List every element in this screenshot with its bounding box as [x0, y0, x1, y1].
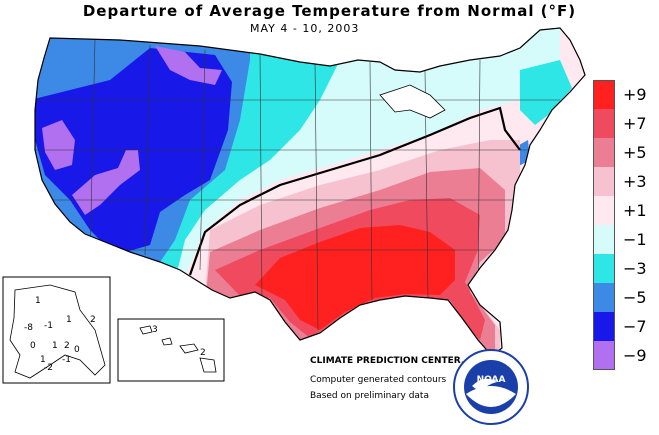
- hawaii-contour-label: 3: [152, 325, 158, 335]
- legend-label: −5: [623, 288, 647, 307]
- alaska-contour-label: 1: [66, 315, 72, 325]
- great-lakes: [379, 84, 446, 119]
- legend-swatch: [593, 138, 615, 167]
- legend-swatch: [593, 80, 615, 109]
- alaska-contour-labels: 1-8 -11 20 1 2 01-2-1: [24, 296, 96, 373]
- legend-swatch: [593, 254, 615, 283]
- alaska-contour-label: 1: [40, 355, 46, 365]
- noaa-logo: NOAA: [453, 349, 529, 425]
- alaska-contour-label: -2: [44, 363, 53, 373]
- legend-label: +3: [623, 172, 647, 191]
- legend-row: −3: [593, 254, 655, 283]
- alaska-contour-label: 0: [30, 341, 36, 351]
- legend-row: −9: [593, 341, 655, 370]
- legend-row: +5: [593, 138, 655, 167]
- legend-row: +1: [593, 196, 655, 225]
- legend-swatch: [593, 283, 615, 312]
- legend-row: −1: [593, 225, 655, 254]
- legend-swatch: [593, 196, 615, 225]
- legend-row: −7: [593, 312, 655, 341]
- legend-swatch: [593, 167, 615, 196]
- legend-swatch: [593, 225, 615, 254]
- cold-zone-minus-9-utah: [72, 150, 140, 215]
- legend-swatch: [593, 312, 615, 341]
- legend-row: +9: [593, 80, 655, 109]
- legend-row: −5: [593, 283, 655, 312]
- legend-label: −9: [623, 346, 647, 365]
- credit-line-1: Computer generated contours: [310, 375, 447, 385]
- legend-swatch: [593, 341, 615, 370]
- legend-label: −1: [623, 230, 647, 249]
- alaska-contour-label: -1: [62, 355, 71, 365]
- legend-label: +5: [623, 143, 647, 162]
- alaska-inset: [2, 276, 111, 384]
- alaska-contour-label: -1: [44, 321, 53, 331]
- credit-center: CLIMATE PREDICTION CENTER, NOAA: [310, 356, 497, 366]
- legend-label: −7: [623, 317, 647, 336]
- legend-label: +9: [623, 85, 647, 104]
- zero-contour: [188, 106, 521, 276]
- hawaii-inset: [117, 318, 225, 382]
- us-outline: [34, 27, 586, 357]
- warm-zone-plus-9: [255, 225, 455, 330]
- legend-label: −3: [623, 259, 647, 278]
- alaska-contour-label: 2: [64, 341, 70, 351]
- map-subtitle: MAY 4 - 10, 2003: [250, 22, 360, 35]
- alaska-contour-label: -8: [24, 323, 33, 333]
- temperature-legend: +9 +7 +5 +3 +1 −1 −3 −5 −7 −9: [593, 80, 655, 370]
- hawaii-contour-labels: 32: [152, 325, 206, 358]
- hawaii-contour-label: 2: [200, 348, 206, 358]
- credit-line-2: Based on preliminary data: [310, 391, 429, 401]
- legend-swatch: [593, 109, 615, 138]
- cold-zone-minus-9-montana: [155, 46, 222, 85]
- legend-label: +1: [623, 201, 647, 220]
- legend-row: +7: [593, 109, 655, 138]
- noaa-logo-text: NOAA: [477, 375, 506, 385]
- legend-label: +7: [623, 114, 647, 133]
- cold-zone-minus-9: [42, 120, 75, 170]
- map-title: Departure of Average Temperature from No…: [82, 2, 577, 20]
- alaska-contour-label: 0: [74, 345, 80, 355]
- legend-row: +3: [593, 167, 655, 196]
- alaska-contour-label: 1: [52, 341, 58, 351]
- cold-zone-northeast-minus-3: [520, 60, 572, 125]
- alaska-contour-label: 2: [90, 315, 96, 325]
- alaska-contour-label: 1: [35, 296, 41, 306]
